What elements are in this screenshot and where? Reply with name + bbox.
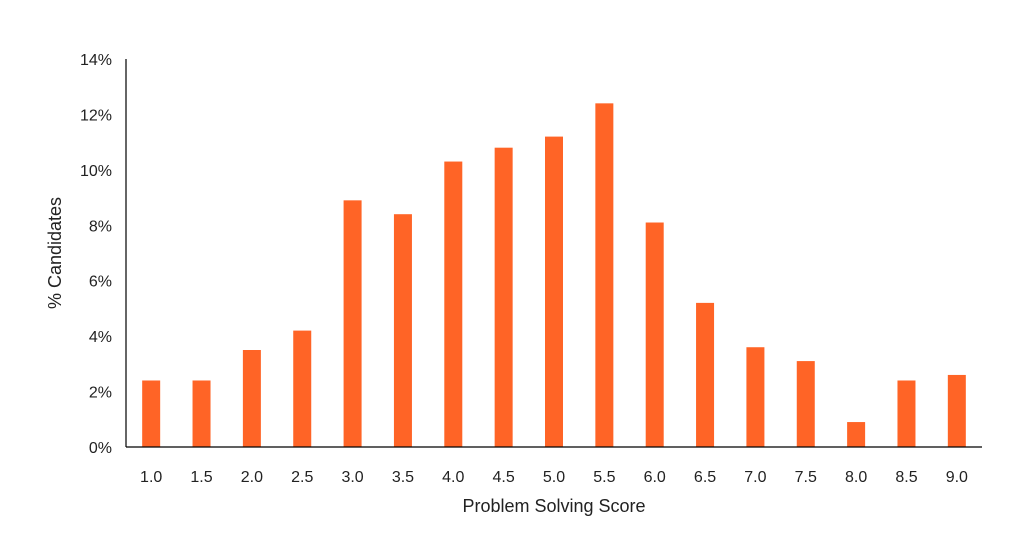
x-tick-label: 4.5	[493, 469, 515, 486]
bar-6-0	[645, 222, 664, 447]
bar-7-5	[796, 361, 815, 447]
bar-8-0	[847, 422, 866, 447]
y-tick-label: 0%	[89, 440, 112, 457]
y-axis-ticks: 0% 2% 4% 6% 8% 10% 12% 14%	[80, 52, 112, 457]
x-tick-label: 3.0	[341, 469, 363, 486]
bar-2-0	[242, 350, 261, 447]
x-tick-label: 6.5	[694, 469, 716, 486]
y-tick-label: 10%	[80, 163, 112, 180]
x-tick-label: 5.0	[543, 469, 565, 486]
x-tick-label: 7.0	[744, 469, 766, 486]
x-tick-label: 1.5	[190, 469, 212, 486]
y-tick-label: 14%	[80, 52, 112, 69]
bar-5-5	[595, 103, 614, 447]
x-tick-label: 2.0	[241, 469, 263, 486]
bar-2-5	[293, 330, 312, 447]
x-tick-label: 5.5	[593, 469, 615, 486]
x-tick-label: 9.0	[946, 469, 968, 486]
x-tick-label: 8.0	[845, 469, 867, 486]
bar-3-0	[343, 200, 362, 447]
bar-6-5	[696, 302, 715, 447]
y-tick-label: 8%	[89, 218, 112, 235]
bar-4-0	[444, 161, 463, 448]
bar-4-5	[494, 147, 513, 447]
bar-9-0	[947, 374, 966, 447]
y-tick-label: 4%	[89, 329, 112, 346]
bar-7-0	[746, 347, 765, 447]
x-tick-label: 2.5	[291, 469, 313, 486]
y-axis-title: % Candidates	[45, 197, 65, 309]
x-tick-label: 1.0	[140, 469, 162, 486]
bar-8-5	[897, 380, 916, 447]
y-tick-label: 12%	[80, 107, 112, 124]
x-axis-title: Problem Solving Score	[462, 496, 645, 516]
x-tick-label: 7.5	[795, 469, 817, 486]
x-tick-label: 6.0	[644, 469, 666, 486]
bars	[142, 103, 966, 448]
x-axis-ticks: 1.0 1.5 2.0 2.5 3.0 3.5 4.0 4.5 5.0 5.5 6.0 6.5 7.0 7…	[140, 469, 968, 486]
bar-1-5	[192, 380, 211, 447]
x-tick-label: 8.5	[895, 469, 917, 486]
bar-1-0	[142, 380, 161, 447]
bar-5-0	[545, 136, 563, 447]
x-tick-label: 4.0	[442, 469, 464, 486]
x-tick-label: 3.5	[392, 469, 414, 486]
y-tick-label: 2%	[89, 385, 112, 402]
bar-3-5	[393, 214, 412, 447]
y-tick-label: 6%	[89, 274, 112, 291]
